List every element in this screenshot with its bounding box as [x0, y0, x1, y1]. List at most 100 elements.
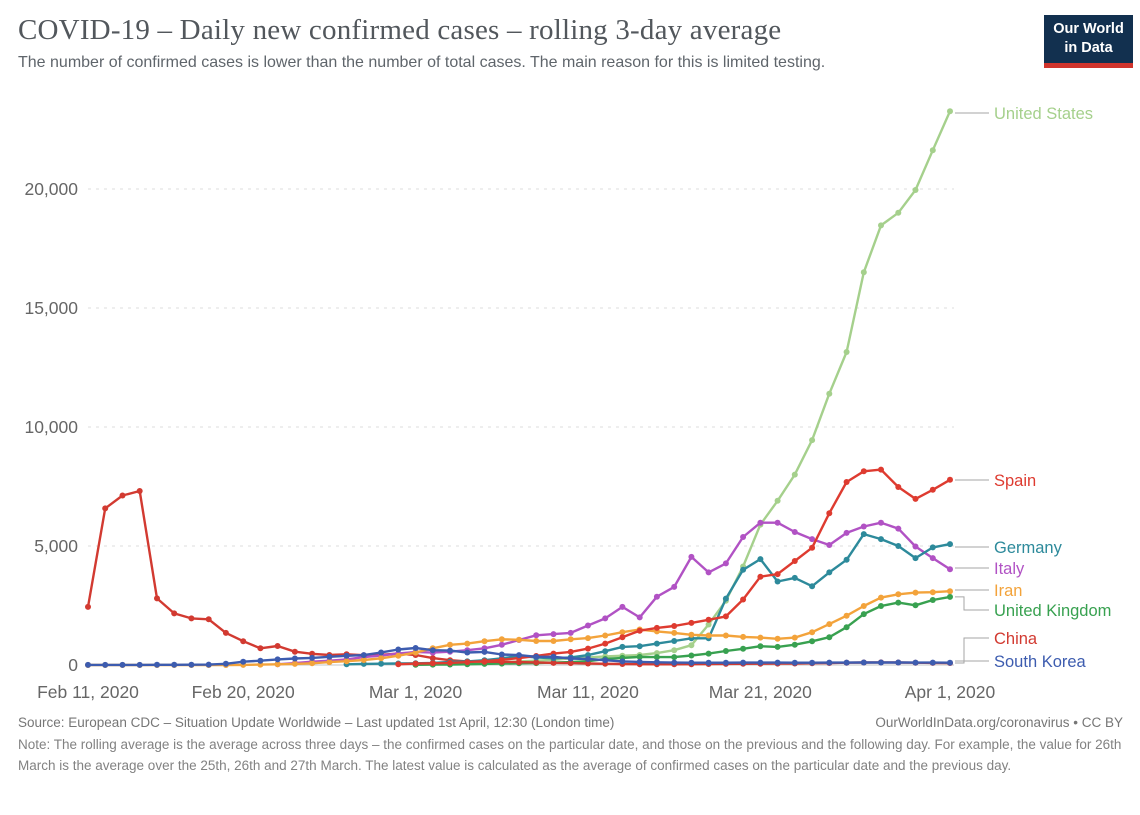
- data-point[interactable]: [688, 631, 695, 638]
- series-label-china[interactable]: China: [994, 630, 1038, 648]
- data-point[interactable]: [774, 659, 781, 666]
- data-point[interactable]: [947, 541, 953, 548]
- data-point[interactable]: [843, 529, 850, 536]
- data-point[interactable]: [843, 612, 850, 619]
- data-point[interactable]: [309, 650, 316, 657]
- data-point[interactable]: [878, 659, 884, 666]
- data-point[interactable]: [602, 657, 609, 664]
- data-point[interactable]: [395, 646, 402, 653]
- data-point[interactable]: [826, 634, 833, 641]
- data-point[interactable]: [912, 555, 919, 562]
- data-point[interactable]: [585, 660, 591, 667]
- data-point[interactable]: [929, 597, 936, 603]
- data-point[interactable]: [636, 658, 643, 665]
- data-point[interactable]: [619, 629, 626, 636]
- data-point[interactable]: [412, 660, 419, 667]
- data-point[interactable]: [671, 623, 678, 629]
- data-point[interactable]: [567, 655, 574, 662]
- data-point[interactable]: [516, 652, 522, 659]
- data-point[interactable]: [947, 593, 953, 600]
- data-point[interactable]: [85, 603, 91, 610]
- series-points-south-korea[interactable]: [85, 645, 953, 668]
- data-point[interactable]: [602, 648, 609, 655]
- data-point[interactable]: [722, 648, 729, 654]
- data-point[interactable]: [843, 349, 850, 355]
- data-point[interactable]: [740, 633, 747, 640]
- data-point[interactable]: [860, 269, 867, 276]
- data-point[interactable]: [912, 543, 919, 550]
- data-point[interactable]: [860, 611, 867, 618]
- data-point[interactable]: [860, 659, 867, 666]
- data-point[interactable]: [222, 629, 229, 636]
- data-point[interactable]: [688, 642, 695, 649]
- data-point[interactable]: [791, 471, 798, 478]
- data-point[interactable]: [826, 542, 833, 548]
- data-point[interactable]: [533, 638, 540, 644]
- data-point[interactable]: [188, 661, 195, 668]
- owid-logo[interactable]: Our World in Data: [1044, 15, 1133, 68]
- data-point[interactable]: [533, 659, 540, 666]
- data-point[interactable]: [378, 660, 385, 667]
- data-point[interactable]: [688, 659, 695, 666]
- data-point[interactable]: [653, 624, 660, 631]
- data-point[interactable]: [947, 108, 953, 115]
- data-point[interactable]: [395, 661, 402, 668]
- data-point[interactable]: [222, 660, 229, 667]
- data-point[interactable]: [895, 659, 902, 666]
- data-point[interactable]: [929, 486, 936, 493]
- series-points-united-states[interactable]: [412, 108, 953, 668]
- data-point[interactable]: [705, 621, 712, 628]
- data-point[interactable]: [740, 596, 747, 603]
- data-point[interactable]: [947, 566, 953, 573]
- data-point[interactable]: [326, 653, 333, 660]
- data-point[interactable]: [274, 661, 281, 668]
- data-point[interactable]: [860, 468, 867, 475]
- data-point[interactable]: [757, 643, 764, 650]
- data-point[interactable]: [136, 661, 143, 668]
- data-point[interactable]: [705, 650, 712, 657]
- data-point[interactable]: [774, 497, 781, 504]
- data-point[interactable]: [240, 658, 247, 665]
- data-point[interactable]: [395, 652, 402, 659]
- data-point[interactable]: [757, 519, 764, 526]
- data-point[interactable]: [447, 647, 453, 654]
- data-point[interactable]: [412, 649, 419, 656]
- data-point[interactable]: [826, 659, 833, 666]
- data-point[interactable]: [809, 437, 816, 444]
- data-point[interactable]: [653, 640, 660, 647]
- data-point[interactable]: [774, 635, 781, 642]
- data-point[interactable]: [826, 510, 833, 517]
- data-point[interactable]: [671, 629, 678, 636]
- data-point[interactable]: [878, 603, 884, 609]
- data-point[interactable]: [809, 544, 816, 551]
- data-point[interactable]: [912, 187, 919, 193]
- data-point[interactable]: [705, 632, 712, 639]
- data-point[interactable]: [722, 613, 729, 620]
- data-point[interactable]: [740, 566, 747, 573]
- data-point[interactable]: [309, 660, 316, 667]
- data-point[interactable]: [929, 659, 936, 666]
- data-point[interactable]: [671, 659, 678, 666]
- data-point[interactable]: [947, 476, 953, 483]
- data-point[interactable]: [119, 661, 126, 668]
- data-point[interactable]: [619, 634, 626, 641]
- data-point[interactable]: [567, 629, 574, 636]
- data-point[interactable]: [791, 641, 798, 648]
- data-point[interactable]: [550, 653, 557, 660]
- series-label-south-korea[interactable]: South Korea: [994, 653, 1087, 671]
- data-point[interactable]: [429, 660, 436, 667]
- data-point[interactable]: [895, 525, 902, 532]
- data-point[interactable]: [119, 492, 126, 499]
- data-point[interactable]: [102, 505, 109, 512]
- series-points-spain[interactable]: [395, 466, 953, 668]
- data-point[interactable]: [343, 652, 350, 659]
- data-point[interactable]: [636, 614, 643, 621]
- data-point[interactable]: [447, 641, 453, 648]
- data-point[interactable]: [464, 649, 471, 656]
- data-point[interactable]: [154, 661, 160, 668]
- data-point[interactable]: [878, 594, 884, 601]
- series-label-germany[interactable]: Germany: [994, 539, 1063, 557]
- data-point[interactable]: [550, 638, 557, 644]
- data-point[interactable]: [602, 632, 609, 639]
- data-point[interactable]: [843, 659, 850, 666]
